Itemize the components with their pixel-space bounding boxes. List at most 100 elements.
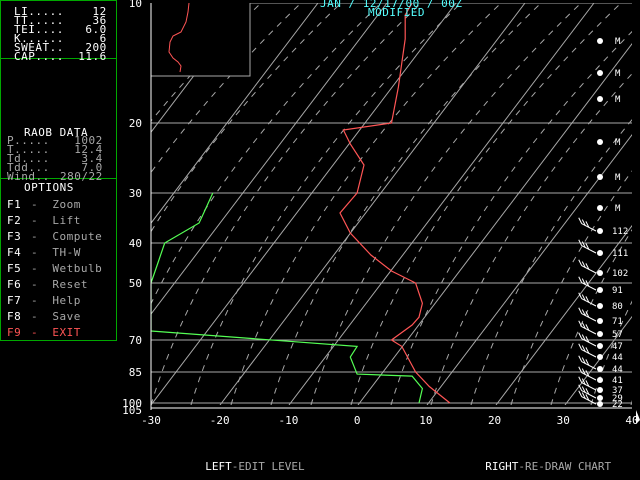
wind-level-dot — [597, 70, 603, 76]
level-marker: M — [615, 69, 621, 79]
option-key-f2[interactable]: F2 — [7, 214, 22, 227]
wind-speed-label: 29 — [612, 394, 623, 404]
wind-level-dot — [597, 38, 603, 44]
footer-right: RIGHT-RE-DRAW CHART — [472, 447, 611, 473]
x-tick-label: -20 — [210, 414, 230, 427]
dry-adiabat-line — [310, 3, 582, 405]
x-tick-label: 10 — [419, 414, 432, 427]
option-wetbulb[interactable]: - Wetbulb — [31, 262, 103, 275]
hodograph-inset — [151, 3, 251, 77]
isotherm-line — [495, 224, 632, 405]
wind-barb-flag — [578, 332, 583, 339]
raob-value: 3.4 — [60, 152, 103, 165]
wind-level-dot — [597, 318, 603, 324]
index-label: CAP.... — [14, 50, 64, 63]
mouse-cursor-icon — [636, 410, 640, 424]
isotherm-line — [151, 3, 457, 405]
dry-adiabat-line — [630, 400, 632, 405]
wind-barb-flag — [581, 357, 586, 364]
level-marker: M — [615, 173, 621, 183]
wind-barb-flag — [581, 392, 586, 399]
wind-barb-flag — [578, 343, 583, 350]
wind-barb-flag — [578, 307, 583, 314]
wind-barb-flag — [581, 278, 586, 285]
raob-label: Td.... — [7, 152, 50, 165]
option-key-f3[interactable]: F3 — [7, 230, 22, 243]
index-label: TT..... — [14, 14, 64, 27]
raob-value: 1002 — [60, 134, 103, 147]
wind-barb-flag — [585, 280, 590, 287]
wind-barb-flag — [578, 292, 583, 299]
wind-level-dot — [597, 331, 603, 337]
x-tick-label: -10 — [278, 414, 298, 427]
wind-level-dot — [597, 303, 603, 309]
y-tick-label: 40 — [129, 237, 142, 250]
option-key-f5[interactable]: F5 — [7, 262, 22, 275]
wind-speed-label: 37 — [612, 386, 623, 396]
wind-level-dot — [597, 354, 603, 360]
wind-barb-flag — [585, 336, 590, 343]
option-key-f4[interactable]: F4 — [7, 246, 22, 259]
wind-barb-flag — [585, 380, 590, 387]
wind-barb-flag — [581, 368, 586, 375]
wind-speed-label: 102 — [612, 269, 628, 279]
isotherm-line — [151, 3, 388, 315]
dry-adiabat-line — [151, 3, 382, 305]
option-compute[interactable]: - Compute — [31, 230, 103, 243]
wind-barb-flag — [585, 296, 590, 303]
dry-adiabat-line — [151, 3, 422, 405]
option-key-f9[interactable]: F9 — [7, 326, 22, 339]
option-key-f6[interactable]: F6 — [7, 278, 22, 291]
index-label: SWEAT.. — [14, 41, 64, 54]
wind-barb-flag — [581, 378, 586, 385]
dry-adiabat-line — [151, 3, 342, 233]
option-exit[interactable]: - EXIT — [31, 326, 81, 339]
option-zoom[interactable]: - Zoom — [31, 198, 81, 211]
level-marker: M — [615, 95, 621, 105]
option-key-f8[interactable]: F8 — [7, 310, 22, 323]
x-tick-label: -30 — [141, 414, 161, 427]
isotherm-line — [564, 315, 632, 405]
y-tick-label: 10 — [129, 0, 142, 10]
option-save[interactable]: - Save — [31, 310, 81, 323]
right-action: -RE-DRAW CHART — [518, 460, 612, 473]
isotherm-line — [426, 133, 632, 405]
wind-barb-flag — [585, 311, 590, 318]
right-key: RIGHT — [485, 460, 519, 473]
raob-label: Wind.. — [7, 170, 50, 183]
index-label: LI..... — [14, 5, 64, 18]
isotherm-line — [219, 3, 526, 405]
wind-level-dot — [597, 228, 603, 234]
option-th-w[interactable]: - TH-W — [31, 246, 81, 259]
wind-level-dot — [597, 395, 603, 401]
wind-level-dot — [597, 401, 603, 407]
footer-left: LEFT-EDIT LEVEL — [192, 447, 304, 473]
option-key-f1[interactable]: F1 — [7, 198, 22, 211]
modified-label: MODIFIED — [368, 6, 425, 19]
dewpoint-profile — [151, 192, 424, 404]
option-help[interactable]: - Help — [31, 294, 81, 307]
y-tick-label: 85 — [129, 366, 142, 379]
wind-speed-label: 71 — [612, 317, 623, 327]
wind-level-dot — [597, 205, 603, 211]
wind-speed-label: 22 — [612, 400, 623, 410]
option-reset[interactable]: - Reset — [31, 278, 88, 291]
option-key-f7[interactable]: F7 — [7, 294, 22, 307]
raob-label: P..... — [7, 134, 50, 147]
raob-label: T..... — [7, 143, 50, 156]
raob-value: 12.4 — [60, 143, 103, 156]
isotherm-line — [634, 3, 640, 405]
wind-speed-label: 47 — [612, 342, 623, 352]
index-label: K...... — [14, 32, 64, 45]
option-lift[interactable]: - Lift — [31, 214, 81, 227]
index-label: TEI.... — [14, 23, 64, 36]
wind-level-dot — [597, 287, 603, 293]
wind-barb-flag — [581, 322, 586, 329]
wind-barb-flag — [578, 239, 583, 246]
y-tick-label: 50 — [129, 277, 142, 290]
wind-barb-flag — [581, 334, 586, 341]
wind-level-dot — [597, 250, 603, 256]
x-tick-label: 30 — [557, 414, 570, 427]
wind-barb-flag — [581, 219, 586, 226]
